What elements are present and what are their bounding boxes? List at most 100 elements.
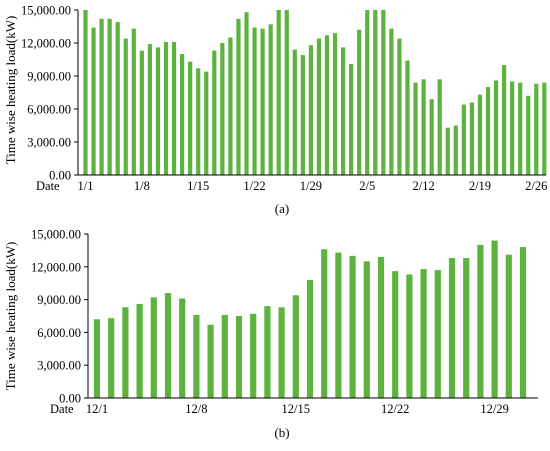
chart-b-y-tick-label: 9,000.00 <box>37 293 81 307</box>
chart-b-bar <box>122 307 129 398</box>
chart-a-panel-label: (a) <box>275 201 289 216</box>
chart-b-bar <box>519 247 527 398</box>
chart-b-bar <box>193 314 200 398</box>
chart-b-bar <box>150 297 157 398</box>
chart-b-bar <box>477 244 484 398</box>
chart-a-bar <box>131 28 136 176</box>
chart-b-bar <box>221 314 228 398</box>
chart-a-bar <box>228 37 233 175</box>
chart-a-bar <box>341 47 346 175</box>
chart-b-bar <box>505 254 512 398</box>
chart-a-bar <box>324 35 330 175</box>
chart-a-bar <box>405 60 410 175</box>
chart-a-bar <box>349 63 354 175</box>
chart-a-bar <box>115 22 120 175</box>
chart-a-bar <box>308 45 313 176</box>
chart-a-x-tick-label: 1/29 <box>300 179 322 193</box>
chart-a-bar <box>180 54 185 175</box>
chart-b-bar <box>306 279 314 398</box>
chart-a-bar <box>276 10 281 175</box>
chart-a-x-tick-label: 1/8 <box>134 179 150 193</box>
chart-b-bar <box>491 240 498 398</box>
chart-a-y-tick-label: 6,000.00 <box>27 103 71 117</box>
chart-a-bar <box>453 125 458 175</box>
chart-b-bar <box>463 258 470 398</box>
chart-b-x-tick-label: 12/29 <box>480 402 508 416</box>
chart-a-bar <box>204 71 209 175</box>
chart-b-x-tick-label: 12/1 <box>86 402 108 416</box>
chart-a-x-axis-label: Date <box>36 179 60 193</box>
chart-a-x-tick-label: 1/1 <box>78 179 94 193</box>
chart-a-bar <box>155 47 161 175</box>
chart-a-bar <box>268 24 273 175</box>
chart-a-bar <box>365 10 370 175</box>
chart-b-x-tick-label: 12/8 <box>185 402 207 416</box>
chart-b-x-tick-label: 12/22 <box>381 402 409 416</box>
chart-a-bar <box>534 83 539 175</box>
chart-b-y-tick-label: 0.00 <box>59 392 81 406</box>
chart-a-bar <box>437 79 442 175</box>
chart-a-bar <box>493 80 499 175</box>
chart-a-bar <box>485 87 491 175</box>
chart-b-y-tick-label: 6,000.00 <box>37 326 81 340</box>
chart-a-bar <box>469 102 474 175</box>
chart-b-bar <box>406 274 413 398</box>
chart-b-y-tick-label: 15,000.00 <box>31 228 81 242</box>
chart-a-bar <box>107 18 112 175</box>
chart-a-bar <box>510 81 515 175</box>
chart-b-bar <box>392 271 399 398</box>
chart-a-bar <box>188 61 193 176</box>
chart-b-bar <box>207 324 214 398</box>
chart-b-bar <box>179 298 186 398</box>
chart-b-bar <box>164 293 172 398</box>
chart-b-bar <box>136 303 143 398</box>
chart-b-y-axis-label: Time wise heating load(kW) <box>3 242 18 391</box>
chart-b-y-tick-label: 12,000.00 <box>31 260 81 274</box>
chart-a-bar <box>163 41 169 176</box>
chart-a-bar <box>252 27 257 175</box>
chart-b-bar <box>448 258 456 398</box>
chart-b-bar <box>250 313 257 398</box>
chart-a-bar <box>397 38 402 175</box>
chart-a-bar <box>292 49 297 175</box>
chart-b-bar <box>292 295 299 398</box>
chart-b-bar <box>93 319 101 398</box>
chart-a-bar <box>373 10 378 175</box>
chart-b-bar <box>235 316 243 398</box>
chart-b-bar <box>108 318 115 398</box>
chart-a-bar <box>502 65 507 175</box>
chart-a-bar <box>526 95 531 175</box>
chart-b-bar <box>264 306 271 398</box>
chart-a-bar <box>220 43 225 175</box>
chart-a-bar <box>212 50 217 176</box>
chart-b-bar <box>363 261 370 398</box>
chart-a-bar <box>381 10 386 175</box>
chart-a-bar <box>429 99 434 175</box>
chart-a-bar <box>260 28 265 176</box>
chart-a-bar <box>413 82 418 175</box>
chart-a-x-tick-label: 2/5 <box>359 179 375 193</box>
chart-b-x-axis-label: Date <box>50 402 74 416</box>
chart-a-x-tick-label: 2/26 <box>525 179 547 193</box>
chart-a-bar <box>236 18 241 175</box>
chart-a-x-tick-label: 2/12 <box>412 179 434 193</box>
chart-b-x-tick-label: 12/15 <box>282 402 310 416</box>
chart-a-bar <box>196 68 201 175</box>
chart-a-bar <box>542 82 547 175</box>
chart-a-bar <box>477 94 483 175</box>
chart-a-y-tick-label: 15,000.00 <box>21 4 71 18</box>
chart-b-bar <box>335 252 342 398</box>
chart-a-y-tick-label: 0.00 <box>49 169 71 183</box>
chart-b-panel-label: (b) <box>274 425 289 440</box>
chart-a-bar <box>421 79 426 175</box>
chart-a-bar <box>284 10 289 175</box>
chart-b-bar <box>321 249 328 398</box>
chart-a-bar <box>300 55 305 175</box>
chart-a-bar <box>83 10 88 175</box>
chart-a-bar <box>171 41 177 176</box>
chart-a-bar <box>316 38 322 175</box>
chart-a-bar <box>139 50 144 176</box>
chart-a-bar <box>332 33 338 175</box>
